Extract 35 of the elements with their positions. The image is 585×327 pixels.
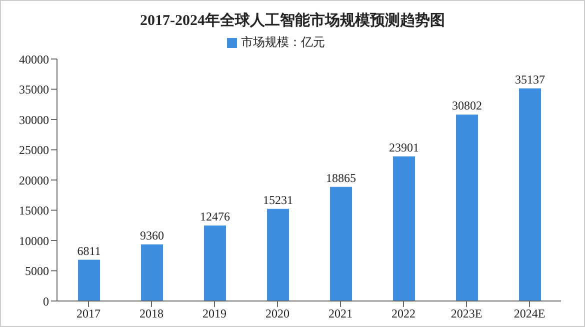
x-tick-label: 2023E [450, 306, 482, 321]
data-label: 30802 [452, 98, 482, 113]
data-label: 15231 [263, 192, 293, 207]
bar [456, 114, 478, 301]
y-tick-label: 10000 [19, 234, 49, 248]
bar [519, 88, 541, 301]
y-tick-label: 40000 [19, 52, 49, 66]
y-tick-label: 35000 [19, 82, 49, 97]
data-label: 9360 [140, 228, 164, 242]
bar [141, 244, 163, 301]
bar [330, 186, 352, 301]
y-tick-label: 30000 [19, 112, 49, 127]
bar [267, 208, 289, 301]
x-tick-label: 2018 [140, 306, 164, 321]
x-tick-label: 2020 [266, 306, 290, 321]
x-tick-label: 2024E [514, 306, 546, 321]
bar [78, 260, 100, 301]
bar [204, 226, 226, 301]
y-tick-label: 0 [43, 294, 49, 308]
data-label: 12476 [200, 210, 230, 224]
chart-title: 2017-2024年全球人工智能市场规模预测趋势图 [139, 11, 446, 30]
y-tick-label: 20000 [19, 173, 49, 188]
data-label: 6811 [77, 244, 101, 258]
x-tick-label: 2017 [76, 306, 100, 321]
data-label: 23901 [389, 140, 419, 154]
data-label: 35137 [515, 72, 545, 86]
y-tick-label: 25000 [19, 143, 49, 158]
x-tick-label: 2021 [328, 306, 352, 321]
y-tick-label: 5000 [25, 264, 49, 278]
bar [393, 156, 415, 301]
legend-label: 市场规模：亿元 [241, 35, 325, 49]
data-label: 18865 [326, 170, 356, 185]
y-tick-label: 15000 [19, 204, 49, 218]
x-tick-label: 2022 [392, 306, 416, 321]
x-tick-label: 2019 [202, 306, 226, 321]
